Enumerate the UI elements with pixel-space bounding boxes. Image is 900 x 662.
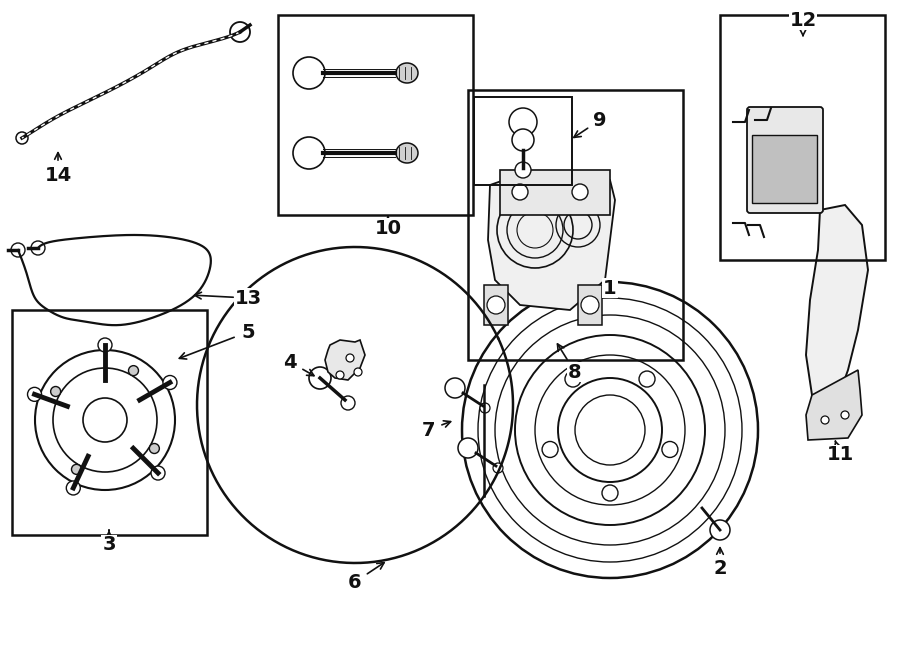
Circle shape — [341, 396, 355, 410]
Text: 14: 14 — [44, 166, 72, 185]
Circle shape — [512, 129, 534, 151]
Circle shape — [445, 378, 465, 398]
Circle shape — [639, 371, 655, 387]
Text: 1: 1 — [603, 279, 616, 297]
Circle shape — [710, 520, 730, 540]
Circle shape — [487, 296, 505, 314]
Circle shape — [346, 354, 354, 362]
Bar — [468, 90, 683, 360]
Circle shape — [149, 444, 159, 453]
Circle shape — [28, 387, 41, 401]
Circle shape — [50, 387, 60, 397]
Bar — [578, 285, 602, 325]
Bar — [484, 285, 508, 325]
Circle shape — [602, 485, 618, 501]
Text: 12: 12 — [789, 11, 816, 30]
Circle shape — [458, 438, 478, 458]
Text: 6: 6 — [348, 573, 362, 592]
Circle shape — [565, 371, 581, 387]
Circle shape — [495, 315, 725, 545]
Circle shape — [493, 463, 503, 473]
Circle shape — [31, 241, 45, 255]
Circle shape — [515, 162, 531, 178]
Text: 13: 13 — [234, 289, 262, 308]
Text: 3: 3 — [103, 536, 116, 555]
Text: 11: 11 — [826, 446, 853, 465]
Ellipse shape — [396, 143, 418, 163]
Bar — [752, 135, 817, 203]
Ellipse shape — [396, 63, 418, 83]
Circle shape — [558, 378, 662, 482]
Circle shape — [535, 355, 685, 505]
Polygon shape — [325, 340, 365, 380]
Polygon shape — [806, 205, 868, 408]
Bar — [278, 15, 473, 215]
Circle shape — [512, 184, 528, 200]
Polygon shape — [488, 173, 615, 310]
Polygon shape — [806, 370, 862, 440]
Text: 9: 9 — [593, 111, 607, 130]
Circle shape — [480, 403, 490, 413]
Text: 7: 7 — [421, 420, 435, 440]
Circle shape — [581, 296, 599, 314]
Text: 4: 4 — [284, 352, 297, 371]
Circle shape — [662, 442, 678, 457]
Circle shape — [67, 481, 80, 495]
Circle shape — [821, 416, 829, 424]
Circle shape — [572, 184, 588, 200]
Circle shape — [354, 368, 362, 376]
Bar — [12, 310, 207, 535]
FancyBboxPatch shape — [747, 107, 823, 213]
Circle shape — [293, 57, 325, 89]
Text: 5: 5 — [241, 322, 255, 342]
Bar — [474, 97, 572, 185]
Circle shape — [151, 466, 165, 480]
Circle shape — [575, 395, 645, 465]
Circle shape — [542, 442, 558, 457]
Circle shape — [293, 137, 325, 169]
Circle shape — [230, 22, 250, 42]
Circle shape — [35, 350, 175, 490]
Bar — [500, 170, 610, 215]
Circle shape — [509, 108, 537, 136]
Circle shape — [336, 371, 344, 379]
Circle shape — [98, 338, 112, 352]
Circle shape — [163, 375, 177, 389]
Circle shape — [11, 243, 25, 257]
Circle shape — [309, 367, 331, 389]
Circle shape — [71, 464, 82, 475]
Circle shape — [129, 365, 139, 375]
Circle shape — [841, 411, 849, 419]
Circle shape — [478, 298, 742, 562]
Circle shape — [462, 282, 758, 578]
Bar — [720, 15, 885, 260]
Circle shape — [53, 368, 157, 472]
Text: 8: 8 — [568, 363, 581, 381]
Text: 10: 10 — [374, 218, 401, 238]
Text: 2: 2 — [713, 559, 727, 577]
Circle shape — [515, 335, 705, 525]
Circle shape — [16, 132, 28, 144]
Circle shape — [83, 398, 127, 442]
